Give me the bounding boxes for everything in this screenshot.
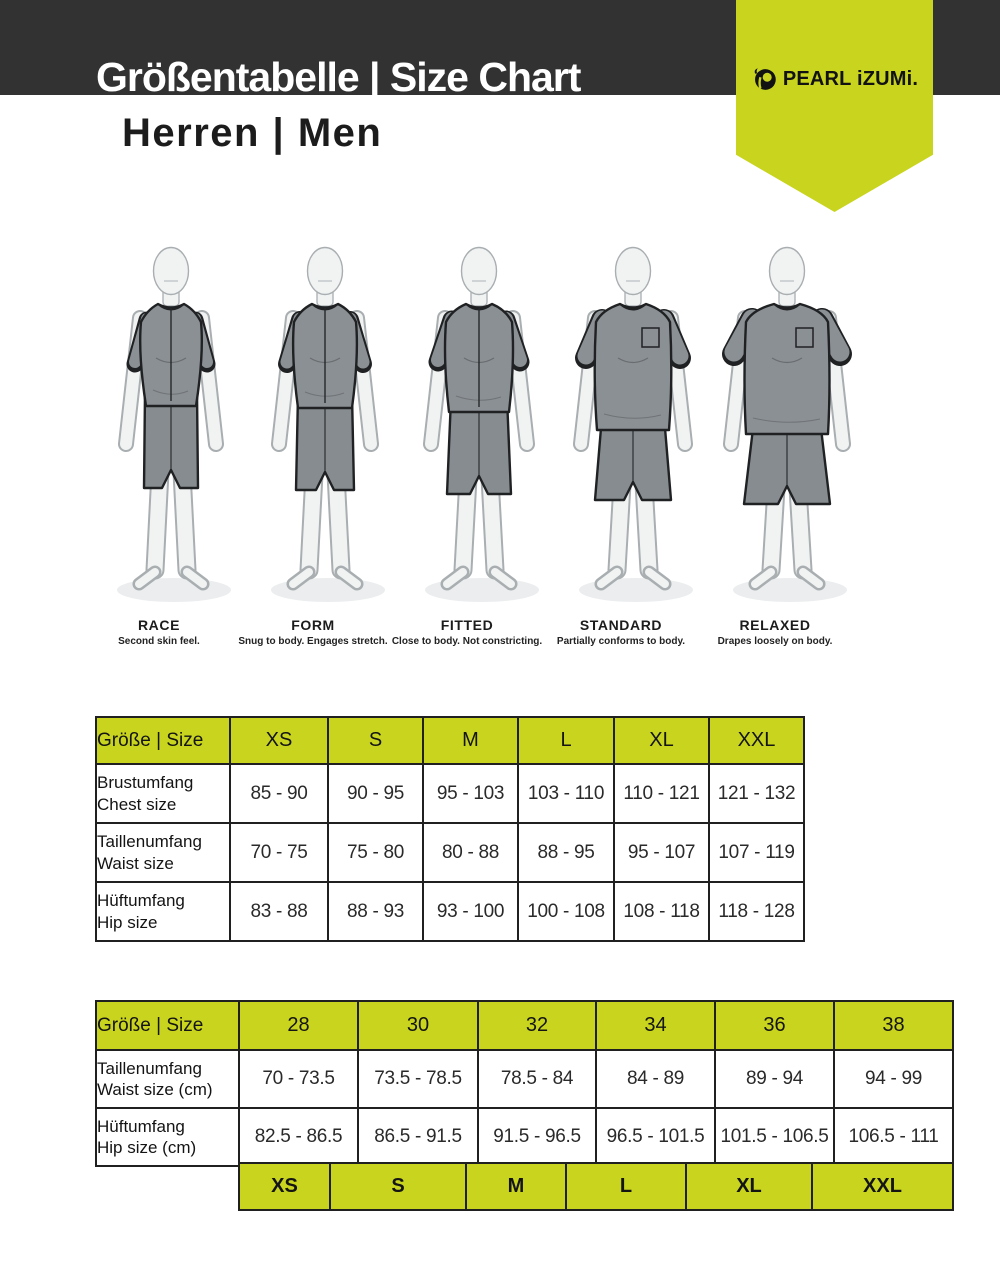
- table-row-waist-cm: Taillenumfang Waist size (cm) 70 - 73.5 …: [95, 1049, 954, 1109]
- page-title: Größentabelle | Size Chart: [96, 54, 581, 100]
- value-cell: 86.5 - 91.5: [357, 1107, 479, 1167]
- value-cell: 73.5 - 78.5: [357, 1049, 479, 1109]
- fit-caption: Close to body. Not constricting.: [391, 636, 543, 647]
- letter-size-cell: XL: [685, 1162, 813, 1211]
- value-cell: 70 - 75: [229, 822, 329, 883]
- value-cell: 84 - 89: [595, 1049, 716, 1109]
- row-label: Taillenumfang Waist size: [95, 822, 231, 883]
- value-cell: 95 - 103: [422, 763, 519, 824]
- value-cell: 101.5 - 106.5: [714, 1107, 835, 1167]
- fit-col-relaxed: RELAXED Drapes loosely on body.: [698, 238, 852, 647]
- fit-caption: Partially conforms to body.: [556, 636, 686, 647]
- size-header-cell: 34: [595, 1000, 716, 1051]
- fit-caption: Second skin feel.: [118, 636, 200, 647]
- value-cell: 91.5 - 96.5: [477, 1107, 597, 1167]
- value-cell: 121 - 132: [708, 763, 805, 824]
- value-cell: 88 - 95: [517, 822, 615, 883]
- letter-size-cell: XS: [238, 1162, 331, 1211]
- men-size-table: Größe | Size XS S M L XL XXL Brustumfang…: [95, 716, 805, 942]
- row-label: Hüftumfang Hip size: [95, 881, 231, 942]
- row-label: Brustumfang Chest size: [95, 763, 231, 824]
- size-header-cell: XL: [613, 716, 710, 765]
- size-header-cell: 32: [477, 1000, 597, 1051]
- fit-col-fitted: FITTED Close to body. Not constricting.: [390, 238, 544, 647]
- size-header-cell: M: [422, 716, 519, 765]
- fit-name: STANDARD: [579, 617, 663, 633]
- table-row-chest: Brustumfang Chest size 85 - 90 90 - 95 9…: [95, 763, 805, 824]
- size-header-cell: 38: [833, 1000, 954, 1051]
- size-header-cell: 30: [357, 1000, 479, 1051]
- letter-size-row: XS S M L XL XXL: [238, 1162, 954, 1211]
- fit-caption: Snug to body. Engages stretch.: [238, 636, 388, 647]
- fit-col-standard: STANDARD Partially conforms to body.: [544, 238, 698, 647]
- value-cell: 96.5 - 101.5: [595, 1107, 716, 1167]
- fit-figures-row: RACE Second skin feel. FORM Snug to body…: [82, 238, 852, 647]
- size-header-cell: S: [327, 716, 424, 765]
- table-row-hip: Hüftumfang Hip size 83 - 88 88 - 93 93 -…: [95, 881, 805, 942]
- brand-logo: PEARL iZUMi.: [736, 66, 933, 93]
- fit-col-form: FORM Snug to body. Engages stretch.: [236, 238, 390, 647]
- pearl-izumi-logo-icon: [754, 68, 776, 90]
- fit-name: FORM: [291, 617, 335, 633]
- value-cell: 110 - 121: [613, 763, 710, 824]
- letter-size-cell: S: [329, 1162, 467, 1211]
- fit-figure-standard: [573, 246, 693, 602]
- table-row-hip-cm: Hüftumfang Hip size (cm) 82.5 - 86.5 86.…: [95, 1107, 954, 1167]
- value-cell: 70 - 73.5: [238, 1049, 359, 1109]
- row-label: Taillenumfang Waist size (cm): [95, 1049, 240, 1109]
- value-cell: 75 - 80: [327, 822, 424, 883]
- letter-size-cell: XXL: [811, 1162, 954, 1211]
- pants-table-header-row: Größe | Size 28 30 32 34 36 38: [95, 1000, 954, 1051]
- value-cell: 82.5 - 86.5: [238, 1107, 359, 1167]
- brand-ribbon: PEARL iZUMi.: [736, 0, 933, 212]
- value-cell: 118 - 128: [708, 881, 805, 942]
- value-cell: 85 - 90: [229, 763, 329, 824]
- value-cell: 108 - 118: [613, 881, 710, 942]
- value-cell: 80 - 88: [422, 822, 519, 883]
- value-cell: 106.5 - 111: [833, 1107, 954, 1167]
- corner-header-cell: Größe | Size: [95, 716, 231, 765]
- brand-name: PEARL iZUMi.: [782, 68, 919, 90]
- value-cell: 100 - 108: [517, 881, 615, 942]
- value-cell: 90 - 95: [327, 763, 424, 824]
- letter-size-cell: M: [465, 1162, 567, 1211]
- size-header-cell: L: [517, 716, 615, 765]
- value-cell: 83 - 88: [229, 881, 329, 942]
- fit-caption: Drapes loosely on body.: [717, 636, 833, 647]
- size-header-cell: XXL: [708, 716, 805, 765]
- size-header-cell: 36: [714, 1000, 835, 1051]
- fit-col-race: RACE Second skin feel.: [82, 238, 236, 647]
- size-header-cell: XS: [229, 716, 329, 765]
- value-cell: 89 - 94: [714, 1049, 835, 1109]
- value-cell: 78.5 - 84: [477, 1049, 597, 1109]
- size-header-cell: 28: [238, 1000, 359, 1051]
- corner-header-cell: Größe | Size: [95, 1000, 240, 1051]
- fit-name: RACE: [137, 617, 181, 633]
- table-row-waist: Taillenumfang Waist size 70 - 75 75 - 80…: [95, 822, 805, 883]
- fit-figure-form: [271, 246, 385, 602]
- fit-name: RELAXED: [739, 617, 811, 633]
- fit-figure-relaxed: [722, 246, 852, 602]
- value-cell: 107 - 119: [708, 822, 805, 883]
- row-label: Hüftumfang Hip size (cm): [95, 1107, 240, 1167]
- fit-figure-fitted: [423, 246, 539, 602]
- fit-name: FITTED: [440, 617, 494, 633]
- value-cell: 93 - 100: [422, 881, 519, 942]
- value-cell: 103 - 110: [517, 763, 615, 824]
- letter-size-cell: L: [565, 1162, 687, 1211]
- page-subtitle: Herren | Men: [122, 111, 383, 155]
- fit-figure-race: [117, 246, 231, 602]
- size-table-header-row: Größe | Size XS S M L XL XXL: [95, 716, 805, 765]
- value-cell: 88 - 93: [327, 881, 424, 942]
- men-pants-size-table: Größe | Size 28 30 32 34 36 38 Taillenum…: [95, 1000, 954, 1167]
- value-cell: 94 - 99: [833, 1049, 954, 1109]
- value-cell: 95 - 107: [613, 822, 710, 883]
